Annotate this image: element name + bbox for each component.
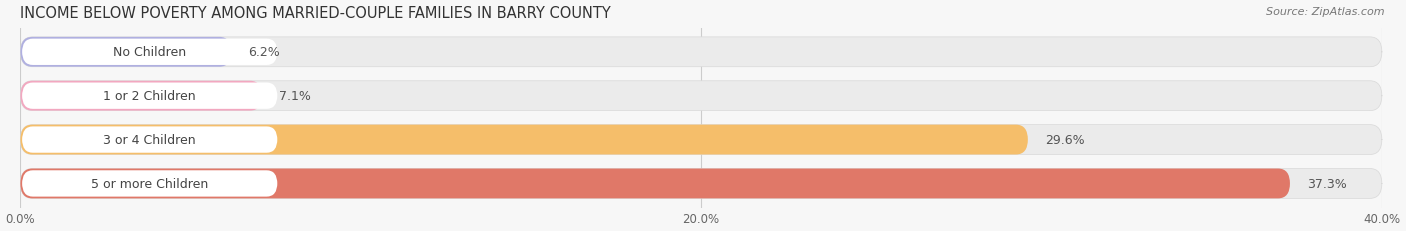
Text: No Children: No Children bbox=[112, 46, 186, 59]
Text: 29.6%: 29.6% bbox=[1045, 134, 1084, 146]
FancyBboxPatch shape bbox=[22, 40, 277, 66]
Text: 5 or more Children: 5 or more Children bbox=[91, 177, 208, 190]
Text: 6.2%: 6.2% bbox=[249, 46, 280, 59]
FancyBboxPatch shape bbox=[22, 127, 277, 153]
FancyBboxPatch shape bbox=[20, 169, 1382, 198]
FancyBboxPatch shape bbox=[20, 169, 1289, 198]
FancyBboxPatch shape bbox=[22, 170, 277, 197]
FancyBboxPatch shape bbox=[20, 81, 1382, 111]
FancyBboxPatch shape bbox=[20, 81, 262, 111]
Text: 3 or 4 Children: 3 or 4 Children bbox=[104, 134, 195, 146]
FancyBboxPatch shape bbox=[20, 38, 1382, 67]
Text: 1 or 2 Children: 1 or 2 Children bbox=[104, 90, 195, 103]
FancyBboxPatch shape bbox=[20, 125, 1028, 155]
Text: 37.3%: 37.3% bbox=[1308, 177, 1347, 190]
FancyBboxPatch shape bbox=[20, 38, 232, 67]
Text: 7.1%: 7.1% bbox=[278, 90, 311, 103]
FancyBboxPatch shape bbox=[22, 83, 277, 109]
FancyBboxPatch shape bbox=[20, 125, 1382, 155]
Text: INCOME BELOW POVERTY AMONG MARRIED-COUPLE FAMILIES IN BARRY COUNTY: INCOME BELOW POVERTY AMONG MARRIED-COUPL… bbox=[20, 6, 612, 21]
Text: Source: ZipAtlas.com: Source: ZipAtlas.com bbox=[1267, 7, 1385, 17]
